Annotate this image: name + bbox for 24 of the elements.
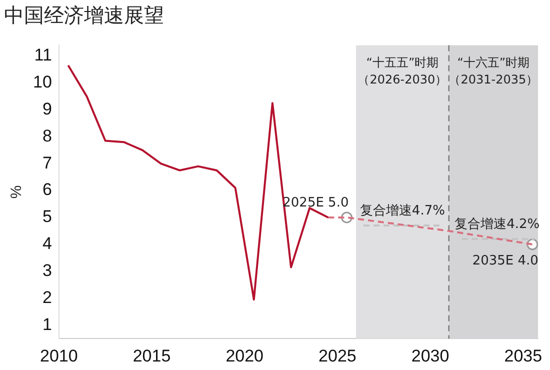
y-tick-label: 9 — [42, 99, 52, 118]
annotation: 2035E 4.0 — [472, 253, 538, 268]
y-tick-label: 4 — [42, 234, 52, 254]
y-tick-label: 6 — [42, 180, 52, 200]
x-tick-label: 2010 — [40, 346, 78, 366]
y-tick-label: 7 — [42, 153, 52, 172]
chart-title: 中国经济增速展望 — [3, 4, 165, 29]
x-tick-label: 2025 — [318, 346, 356, 366]
band-label: “十六五”时期（2031-2035） — [448, 55, 538, 86]
y-tick-label: 5 — [42, 207, 52, 226]
y-tick-label: 2 — [42, 288, 52, 307]
band-label: “十五五”时期（2026-2030） — [358, 55, 448, 86]
y-tick-label: 3 — [42, 260, 52, 280]
annotation: 复合增速4.7% — [360, 203, 445, 218]
x-tick-label: 2020 — [226, 346, 264, 366]
x-tick-label: 2030 — [411, 346, 450, 366]
x-tick-label: 2015 — [132, 346, 171, 366]
y-tick-label: 10 — [32, 72, 52, 92]
y-tick-label: 1 — [42, 314, 52, 334]
x-tick-label: 2035 — [504, 346, 542, 366]
y-axis-title: % — [8, 185, 26, 199]
y-tick-label: 8 — [42, 126, 52, 146]
y-tick-label: 11 — [34, 46, 52, 65]
annotation: 复合增速4.2% — [454, 216, 540, 232]
